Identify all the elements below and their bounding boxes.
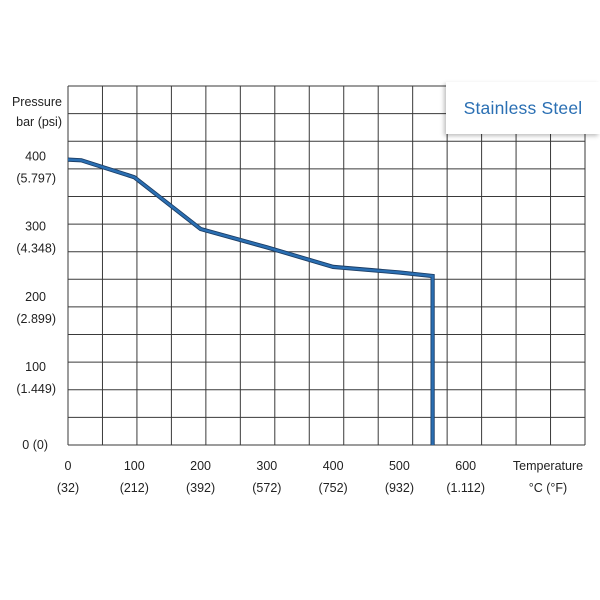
y-tick-label: 300 [25,220,46,234]
x-tick-label: 500 [389,459,410,473]
y-tick-sublabel: (1.449) [16,382,56,396]
y-axis-unit: bar (psi) [16,115,62,129]
x-tick-label: 400 [323,459,344,473]
x-tick-sublabel: (212) [120,481,149,495]
y-tick-sublabel: (5.797) [16,172,56,186]
x-tick-sublabel: (1.112) [446,481,485,495]
y-tick-sublabel: (2.899) [16,312,56,326]
x-tick-label: 0 [65,459,72,473]
axis-titles: Pressure bar (psi) Temperature °C (°F) [12,95,583,495]
x-tick-sublabel: (572) [252,481,281,495]
legend-box: Stainless Steel [446,82,600,134]
x-tick-sublabel: (32) [57,481,79,495]
x-tick-sublabel: (392) [186,481,215,495]
legend-label: Stainless Steel [463,97,583,118]
x-tick-label: 200 [190,459,211,473]
x-tick-label: 100 [124,459,145,473]
x-tick-label: 600 [455,459,476,473]
y-axis-ticks: 0 (0) 100 (1.449) 200 (2.899) 300 (4.348) 400 (5… [16,150,56,452]
y-tick-label: 400 [25,150,46,164]
x-axis-ticks: 0 (32) 100 (212) 200 (392) 300 (572) 400 (752) 500… [57,459,485,495]
x-axis-unit: °C (°F) [529,481,567,495]
series-layer [67,157,435,445]
x-axis-title: Temperature [513,459,583,473]
series-line [67,158,434,445]
y-tick-label: 100 [25,360,46,374]
x-tick-sublabel: (752) [319,481,348,495]
x-tick-sublabel: (932) [385,481,414,495]
y-tick-label: 200 [25,290,46,304]
y-axis-title: Pressure [12,95,62,109]
y-tick-label: 0 (0) [22,438,48,452]
y-tick-sublabel: (4.348) [16,242,56,256]
x-tick-label: 300 [256,459,277,473]
